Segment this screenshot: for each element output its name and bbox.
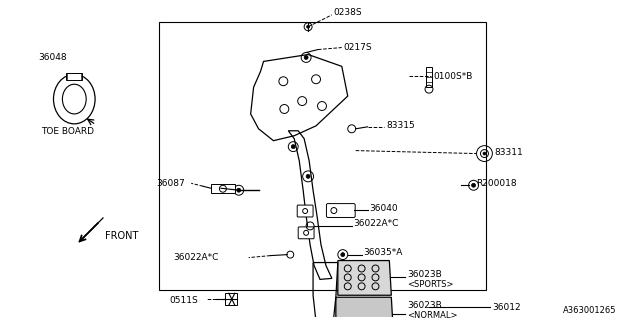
Text: TOE BOARD: TOE BOARD [41, 127, 94, 136]
Circle shape [307, 25, 310, 28]
Text: 36035*A: 36035*A [364, 248, 403, 257]
Circle shape [472, 183, 476, 187]
Text: 36048: 36048 [38, 53, 67, 62]
FancyBboxPatch shape [298, 227, 314, 239]
FancyBboxPatch shape [67, 73, 82, 80]
Text: 83311: 83311 [494, 148, 523, 157]
Circle shape [291, 145, 295, 148]
Circle shape [341, 253, 345, 257]
Text: 0511S: 0511S [170, 296, 198, 305]
FancyBboxPatch shape [326, 204, 355, 218]
Text: <NORMAL>: <NORMAL> [407, 310, 458, 320]
Text: 36023B: 36023B [407, 301, 442, 310]
Polygon shape [338, 260, 391, 295]
Text: 0217S: 0217S [344, 43, 372, 52]
Text: FRONT: FRONT [105, 231, 138, 241]
FancyBboxPatch shape [297, 205, 313, 217]
Text: 36040: 36040 [369, 204, 398, 212]
Text: 83315: 83315 [387, 121, 415, 130]
Text: 36022A*C: 36022A*C [354, 220, 399, 228]
FancyBboxPatch shape [211, 184, 235, 193]
Circle shape [304, 55, 308, 60]
Text: <SPORTS>: <SPORTS> [407, 280, 454, 289]
FancyBboxPatch shape [426, 68, 432, 87]
Text: R200018: R200018 [477, 179, 517, 188]
Bar [159, 22, 486, 290]
Text: 36012: 36012 [492, 303, 521, 312]
Circle shape [483, 152, 486, 155]
Polygon shape [336, 297, 394, 320]
Text: A363001265: A363001265 [563, 306, 616, 315]
Text: 36022A*C: 36022A*C [173, 253, 219, 262]
Circle shape [306, 174, 310, 178]
Circle shape [237, 188, 241, 192]
Text: 0100S*B: 0100S*B [433, 72, 472, 81]
Text: 0238S: 0238S [334, 8, 362, 17]
FancyBboxPatch shape [225, 293, 237, 305]
Text: 36087: 36087 [157, 179, 185, 188]
Text: 36023B: 36023B [407, 270, 442, 279]
